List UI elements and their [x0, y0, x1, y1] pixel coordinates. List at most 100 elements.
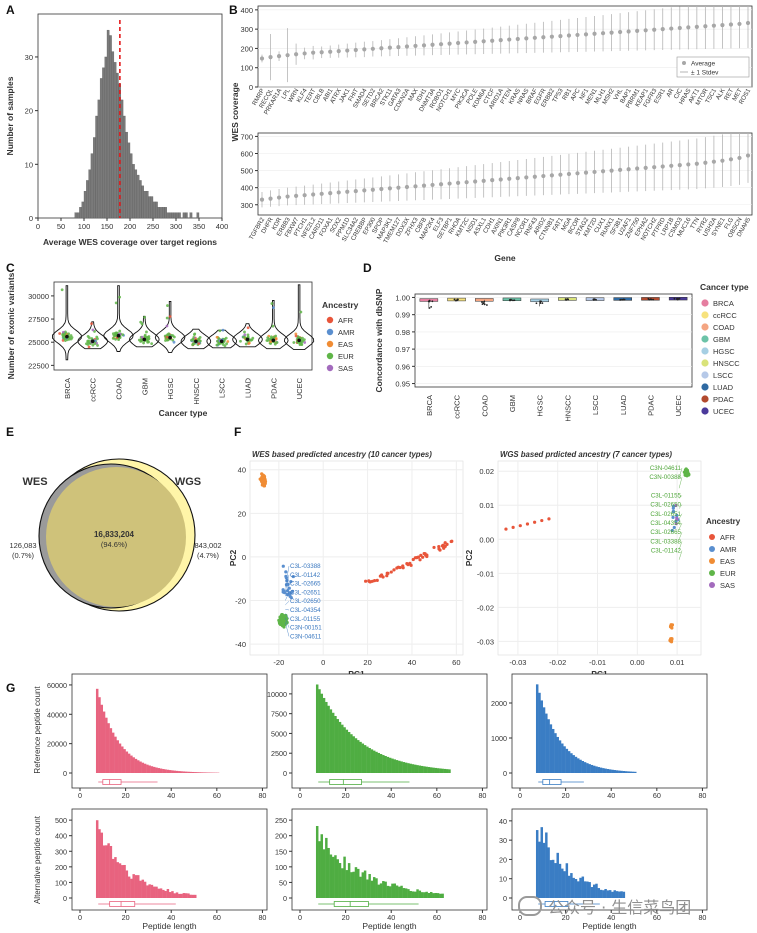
panel-a-bar: [132, 164, 135, 219]
panel-g-xtick-label: 40: [607, 913, 615, 922]
panel-b-mean-point: [720, 158, 725, 163]
panel-g-bar: [198, 772, 202, 773]
panel-c-sample-point: [244, 342, 248, 346]
panel-g-bar: [574, 756, 578, 773]
panel-f-wes-label-leader: [285, 583, 290, 597]
panel-b-mean-point: [549, 34, 554, 39]
panel-g-bar: [327, 847, 330, 898]
panel-g-bar: [354, 867, 358, 898]
panel-b-ytick-label: 500: [240, 167, 253, 176]
panel-f-wes-xtick-label: -20: [273, 658, 284, 667]
panel-b-mean-point: [464, 40, 469, 45]
panel-b-ytick-label: 400: [240, 184, 253, 193]
panel-g-bar: [540, 700, 544, 773]
panel-g-bar: [137, 875, 140, 898]
panel-g-ytick-label: 50: [279, 878, 287, 887]
panel-g-bar: [162, 768, 165, 773]
panel-f-wgs-point: [547, 517, 551, 521]
panel-g-bar: [143, 763, 147, 773]
panel-f-wgs-sample-label: C3N-00388: [649, 474, 681, 481]
panel-d-outlier: [456, 298, 459, 301]
panel-c-sample-point: [146, 340, 150, 344]
panel-f-wgs-ytick-label: 0.02: [479, 467, 494, 476]
panel-g-xtick-label: 60: [213, 791, 221, 800]
panel-g-xtick-label: 80: [478, 791, 486, 800]
panel-f-wgs-sample-label: C3L-02665: [650, 529, 681, 536]
panel-g-bar: [588, 882, 591, 898]
panel-g-bar: [565, 863, 569, 898]
panel-e-wgs-only-count: 843,002: [194, 541, 221, 550]
panel-g-box: [329, 779, 362, 785]
panel-f-wes-point: [421, 555, 425, 559]
panel-d-outlier: [540, 300, 542, 303]
panel-c-sample-point: [165, 316, 169, 320]
panel-g-bar: [375, 751, 378, 773]
panel-g-bar: [613, 770, 616, 773]
panel-c-sample-point: [143, 333, 147, 337]
panel-f-wgs-ylabel: PC2: [464, 549, 474, 566]
panel-g-bar: [132, 874, 135, 898]
panel-g-bar: [370, 749, 374, 773]
panel-g-xtick-label: 20: [342, 913, 350, 922]
panel-f-wgs-xtick-label: -0.03: [509, 658, 526, 667]
panel-a-bar: [104, 56, 108, 219]
panel-c-sample-point: [239, 339, 242, 343]
panel-f-wgs-sample-label: C3L-03388: [650, 538, 681, 545]
panel-f-legend-title: Ancestry: [706, 517, 741, 526]
panel-a-ylabel: Number of samples: [5, 76, 15, 155]
panel-g-bar: [379, 754, 383, 773]
panel-d-frame: [414, 293, 693, 388]
panel-c-sample-point: [248, 338, 252, 342]
panel-g-bar: [411, 891, 415, 898]
panel-g-ytick-label: 2000: [491, 699, 507, 708]
panel-a-xtick-label: 50: [57, 222, 65, 231]
panel-b-gene-label: CIC: [673, 87, 685, 100]
panel-b-mean-point: [413, 43, 418, 49]
panel-a-bar: [93, 137, 96, 219]
panel-d-legend-label: GBM: [713, 335, 730, 344]
panel-g-bar: [613, 890, 616, 898]
panel-g-bar: [166, 769, 170, 773]
panel-c-category-label: LUAD: [244, 377, 253, 398]
panel-c-sample-point: [117, 338, 120, 342]
panel-g-bar: [391, 883, 394, 898]
panel-b-mean-point: [379, 46, 384, 51]
panel-b-mean-point: [302, 193, 307, 198]
panel-c-sample-point: [243, 330, 246, 334]
panel-c-sample-point: [301, 336, 304, 340]
panel-g-bar: [561, 743, 564, 773]
panel-a-bar: [157, 207, 161, 219]
panel-g-bar: [180, 771, 183, 773]
panel-f-wgs-sample-label: C3L-02651: [650, 511, 681, 518]
panel-g-bar: [554, 863, 557, 898]
panel-f-wes-label-leader: [285, 574, 290, 592]
panel-d-category-label: COAD: [480, 394, 489, 416]
panel-a-bar: [109, 35, 112, 219]
panel-label-c: C: [6, 261, 15, 275]
panel-g-bar: [329, 709, 333, 773]
panel-f-wes-sample-label: C3L-04354: [290, 607, 321, 614]
panel-g-bar: [98, 829, 101, 898]
panel-c-legend-label: SAS: [338, 364, 353, 373]
panel-g-bar: [118, 743, 122, 773]
panel-g-ytick-label: 0: [63, 769, 67, 778]
panel-b-mean-point: [507, 37, 512, 42]
panel-f-wgs-xtick-label: -0.02: [549, 658, 566, 667]
panel-c-sample-point: [60, 288, 64, 292]
panel-f-wes-point: [445, 542, 449, 546]
panel-f-wes-ytick-label: -40: [235, 640, 246, 649]
panel-a-bar: [76, 212, 80, 219]
panel-b-mean-point: [345, 189, 350, 194]
panel-b-mean-point: [686, 25, 691, 30]
panel-g-bar: [132, 757, 135, 773]
panel-g-ytick-label: 0: [503, 894, 507, 903]
panel-d-legend-label: LSCC: [713, 371, 734, 380]
panel-c-category-label: GBM: [140, 378, 149, 395]
panel-g-bar: [395, 885, 399, 898]
panel-a-bar: [139, 180, 142, 219]
panel-b-mean-point: [643, 28, 648, 33]
panel-g-box: [333, 901, 369, 907]
panel-g-bar: [599, 767, 603, 773]
panel-g-xtick-label: 60: [433, 791, 441, 800]
